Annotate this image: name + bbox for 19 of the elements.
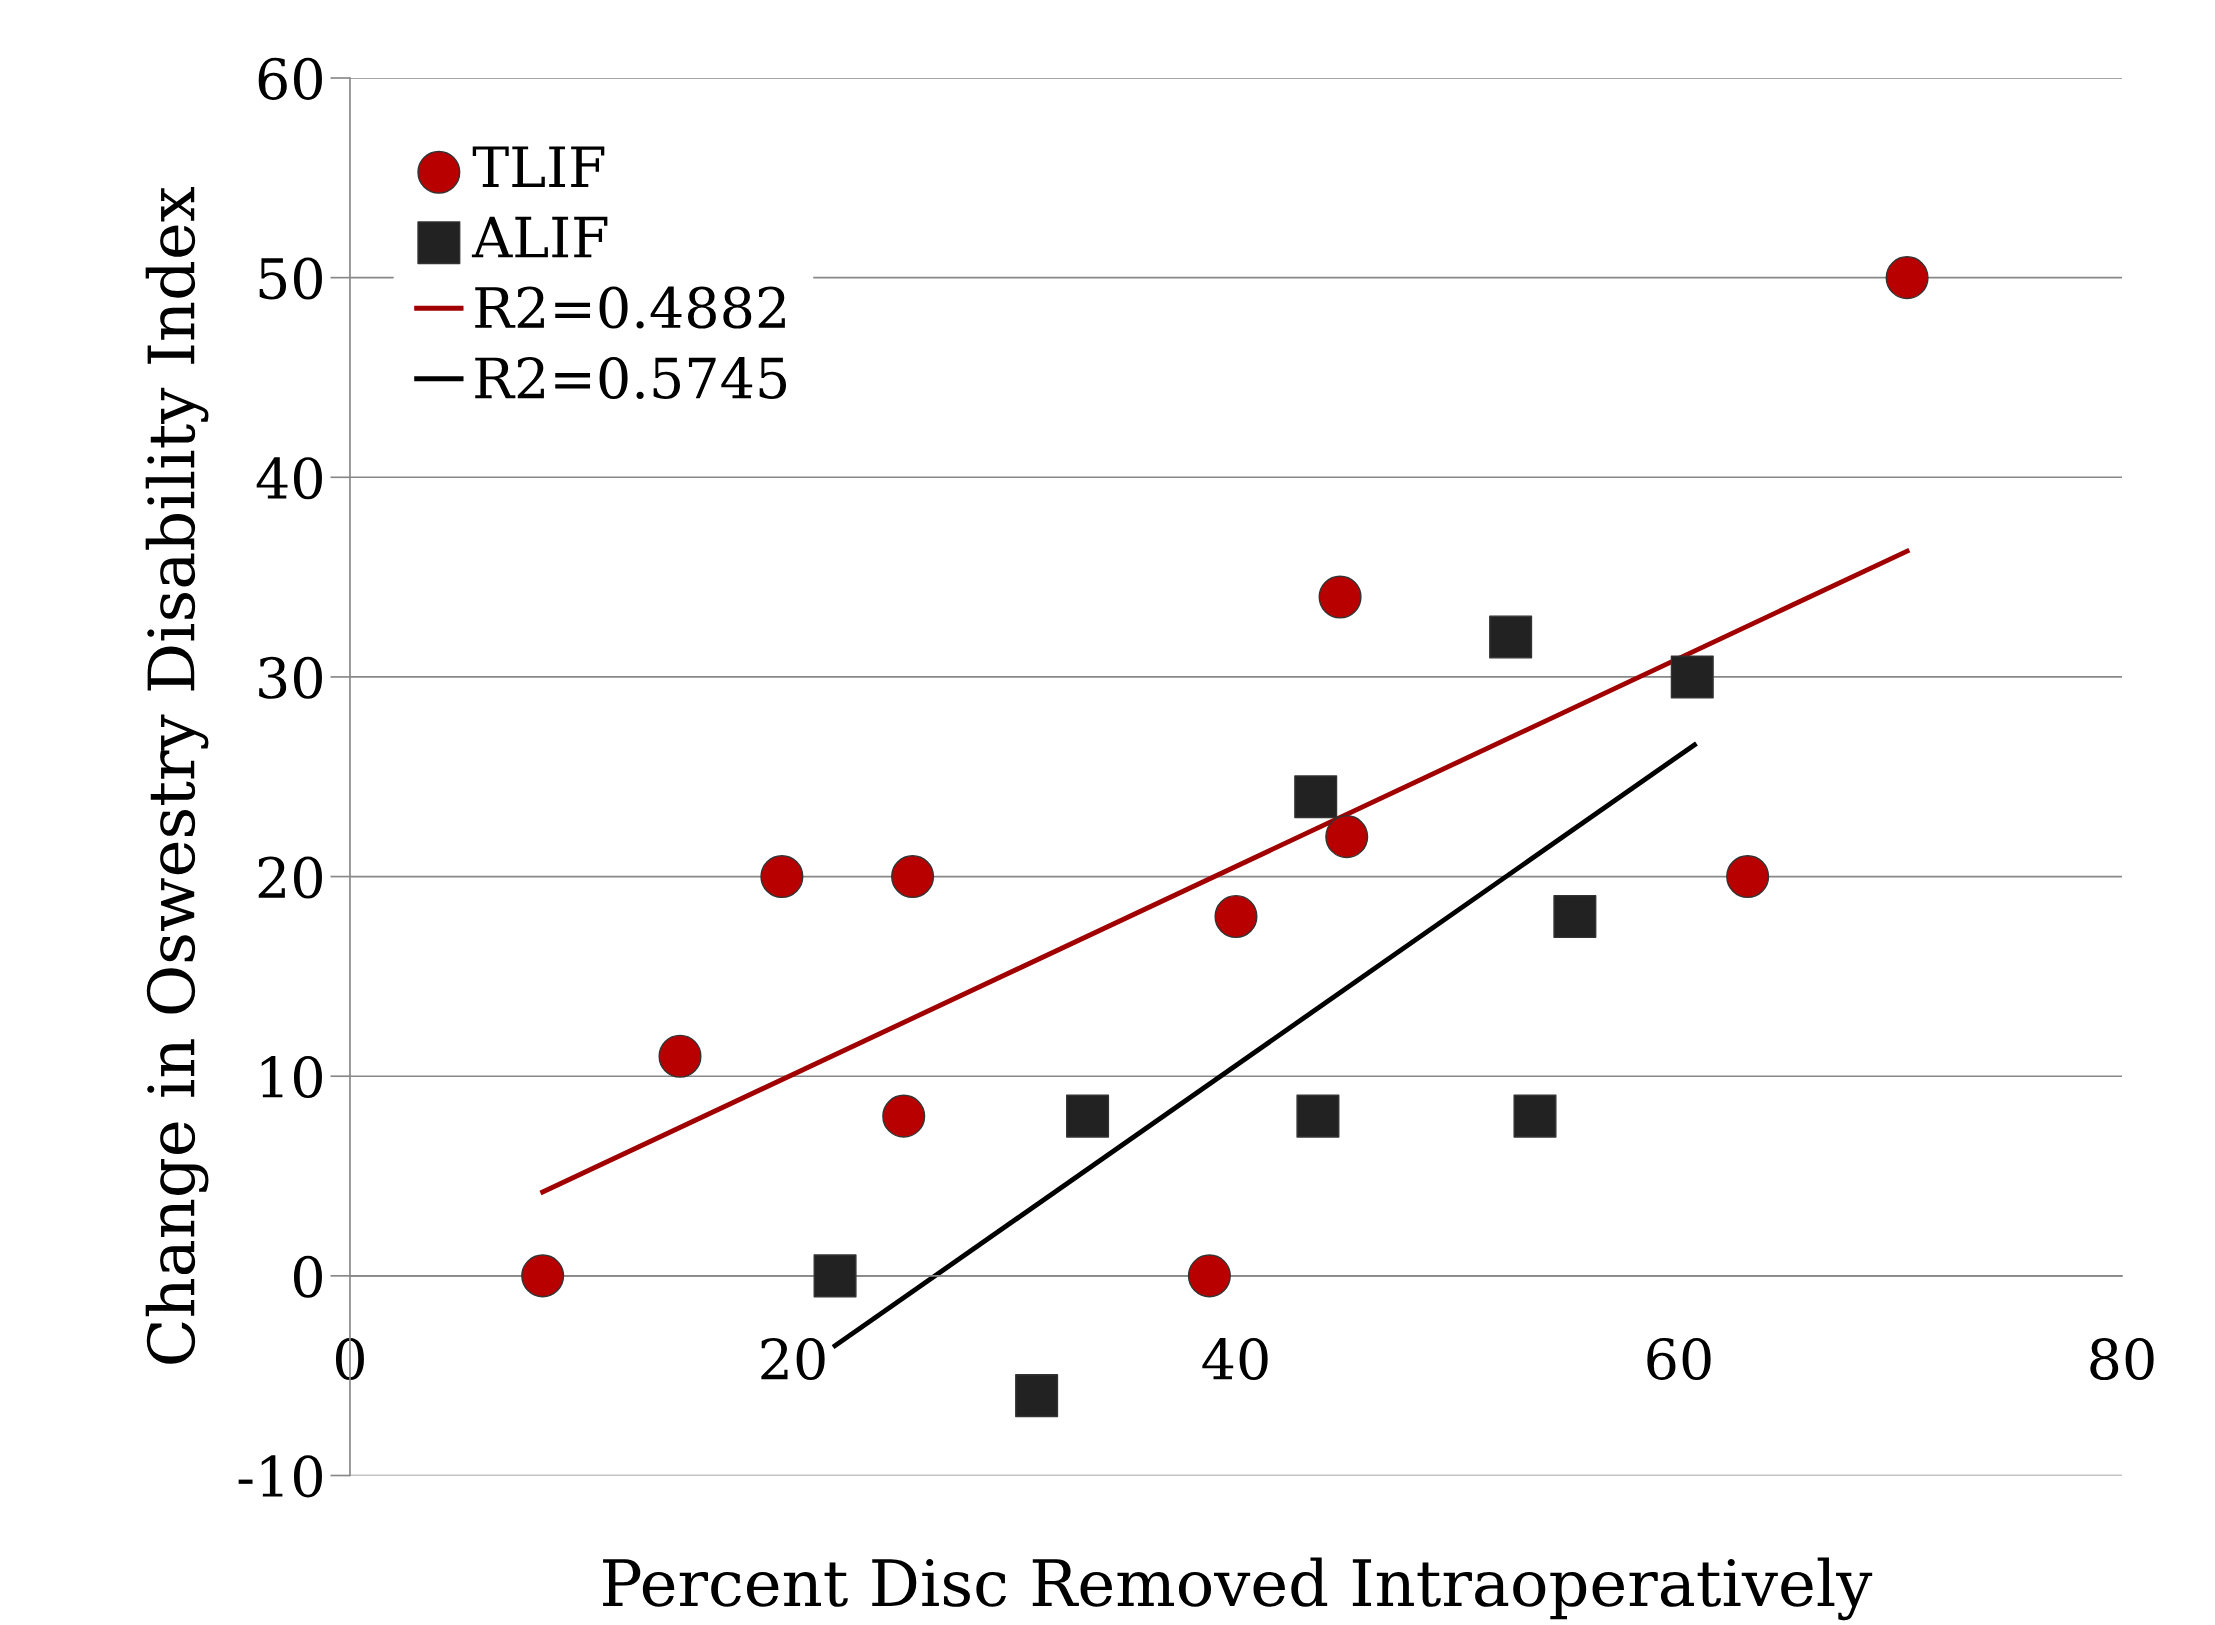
y-tick-label: 40 xyxy=(256,457,322,500)
y-axis-title: Change in Oswestry Disability Index xyxy=(145,186,209,1364)
x-tick-label: 0 xyxy=(335,1337,364,1380)
x-tick-label: 80 xyxy=(2090,1337,2154,1380)
y-tick-label: 20 xyxy=(258,856,322,899)
y-tick-label: 50 xyxy=(259,257,322,300)
y-tick-label: 0 xyxy=(293,1255,322,1298)
legend-label: TLIF xyxy=(472,146,605,187)
x-axis-title: Percent Disc Removed Intraoperatively xyxy=(603,1557,1873,1621)
y-tick-label: 10 xyxy=(261,1056,322,1099)
legend-label: R2=0.4882 xyxy=(475,286,785,329)
y-tick-label: 30 xyxy=(259,656,322,699)
x-tick-label: 40 xyxy=(1202,1337,1268,1380)
x-tick-label: 60 xyxy=(1647,1337,1711,1380)
y-tick-label: -10 xyxy=(238,1455,322,1498)
x-tick-label: 20 xyxy=(761,1337,825,1380)
legend-label: R2=0.5745 xyxy=(475,356,787,399)
legend-label: ALIF xyxy=(471,216,608,258)
y-tick-label: 60 xyxy=(258,57,322,100)
